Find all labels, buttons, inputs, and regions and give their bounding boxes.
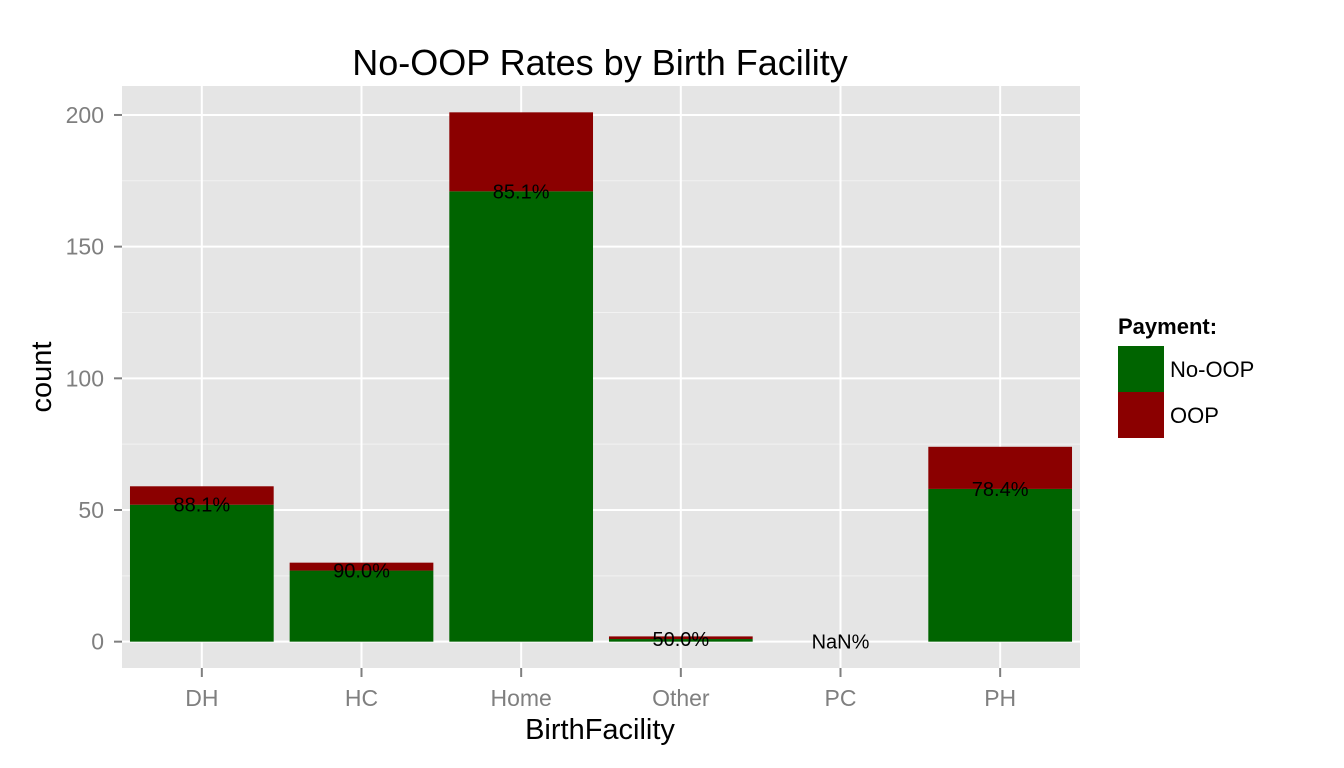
- x-tick-label: PC: [825, 685, 857, 711]
- data-label: 50.0%: [652, 629, 709, 651]
- plot-panel: [122, 86, 1080, 668]
- bar-no-oop-hc: [289, 570, 434, 642]
- legend-key-no-oop: [1118, 346, 1164, 392]
- legend: Payment: No-OOP OOP: [1118, 314, 1254, 438]
- x-tick-label: DH: [185, 685, 218, 711]
- y-tick-label: 200: [66, 102, 104, 128]
- y-tick-label: 100: [66, 365, 104, 391]
- bar-no-oop-ph: [928, 488, 1073, 642]
- legend-label-no-oop: No-OOP: [1170, 357, 1254, 382]
- y-tick-label: 150: [66, 234, 104, 260]
- bar-oop-other: [608, 636, 753, 640]
- data-label: 90.0%: [333, 561, 390, 583]
- chart-title: No-OOP Rates by Birth Facility: [352, 42, 847, 83]
- y-tick-label: 50: [78, 497, 104, 523]
- bars: [129, 112, 1073, 642]
- bar-oop-home: [449, 112, 594, 192]
- bar-no-oop-dh: [129, 504, 274, 642]
- x-tick-label: HC: [345, 685, 378, 711]
- x-tick-label: PH: [984, 685, 1016, 711]
- x-axis-title: BirthFacility: [525, 714, 675, 746]
- y-axis: 0 50 100 150 200: [66, 102, 122, 655]
- data-label: 85.1%: [493, 181, 550, 203]
- legend-label-oop: OOP: [1170, 403, 1219, 428]
- x-tick-label: Home: [490, 685, 551, 711]
- data-labels: 88.1% 90.0% 85.1% 50.0% NaN% 78.4%: [173, 181, 1028, 653]
- y-tick-label: 0: [91, 629, 104, 655]
- bar-oop-hc: [289, 562, 434, 571]
- data-label: NaN%: [812, 632, 870, 654]
- legend-title: Payment:: [1118, 314, 1217, 339]
- grid-minor: [122, 180, 1080, 577]
- data-label: 88.1%: [173, 495, 230, 517]
- bar-no-oop-other: [608, 639, 753, 642]
- bar-oop-dh: [129, 486, 274, 505]
- y-axis-title: count: [26, 342, 58, 413]
- bar-oop-ph: [928, 446, 1073, 489]
- legend-key-oop: [1118, 392, 1164, 438]
- x-axis: DH HC Home Other PC PH: [185, 668, 1016, 711]
- bar-no-oop-home: [449, 191, 594, 642]
- data-label: 78.4%: [972, 479, 1029, 501]
- x-tick-label: Other: [652, 685, 710, 711]
